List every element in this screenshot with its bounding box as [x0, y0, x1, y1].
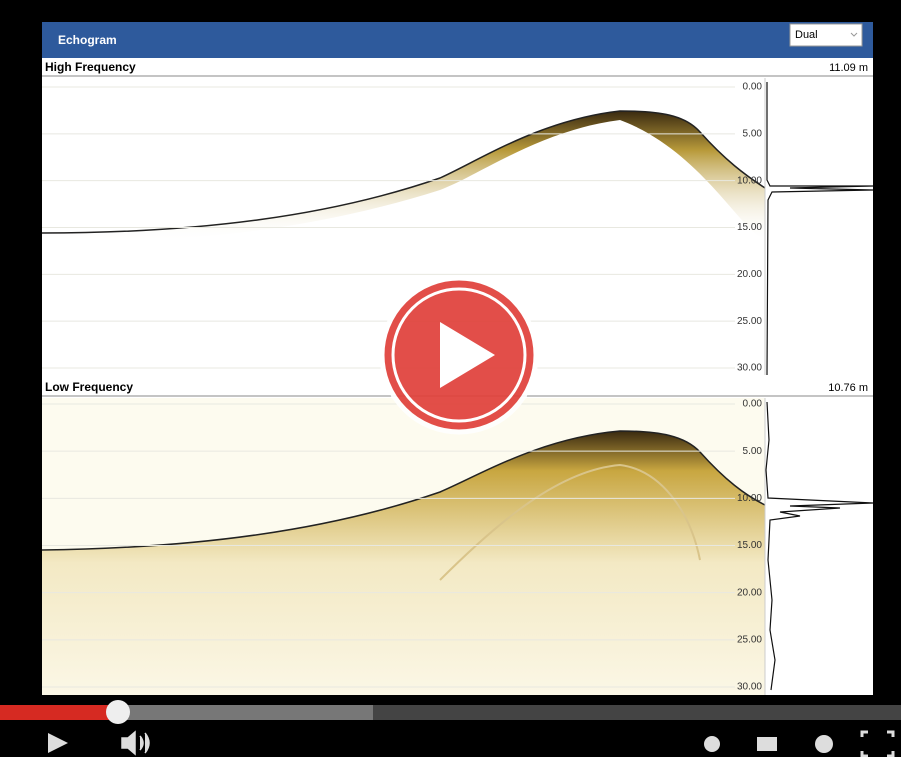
- scrub-knob[interactable]: [106, 700, 130, 724]
- depth-tick-label: 10.00: [737, 175, 762, 186]
- depth-tick-label: 25.00: [737, 316, 762, 327]
- mode-select-value: Dual: [795, 29, 818, 41]
- app-title: Echogram: [58, 33, 117, 47]
- depth-reading: 10.76 m: [828, 382, 868, 394]
- settings-control[interactable]: [815, 735, 833, 753]
- played-bar: [0, 705, 118, 720]
- depth-reading: 11.09 m: [829, 62, 868, 74]
- captions-control[interactable]: [757, 737, 777, 751]
- depth-tick-label: 10.00: [737, 493, 762, 504]
- depth-tick-label: 25.00: [737, 634, 762, 645]
- depth-tick-label: 15.00: [737, 222, 762, 233]
- fullscreen-control[interactable]: [862, 732, 893, 756]
- play-control[interactable]: [48, 733, 68, 753]
- depth-tick-label: 5.00: [743, 446, 763, 457]
- depth-tick-label: 30.00: [737, 682, 762, 693]
- video-player: Echogram Dual High Frequency 11.09 m Low…: [0, 0, 901, 757]
- depth-tick-label: 0.00: [743, 82, 763, 93]
- panel-label: High Frequency: [45, 60, 136, 74]
- panel-label: Low Frequency: [45, 380, 133, 394]
- depth-tick-label: 0.00: [743, 399, 763, 410]
- header-bar: [42, 22, 873, 58]
- depth-tick-label: 20.00: [737, 587, 762, 598]
- clock-control[interactable]: [704, 736, 720, 752]
- depth-tick-label: 30.00: [737, 363, 762, 374]
- depth-tick-label: 15.00: [737, 540, 762, 551]
- depth-tick-label: 20.00: [737, 269, 762, 280]
- volume-control[interactable]: [122, 732, 149, 754]
- depth-tick-label: 5.00: [743, 128, 763, 139]
- video-frame: Echogram Dual High Frequency 11.09 m Low…: [0, 0, 901, 757]
